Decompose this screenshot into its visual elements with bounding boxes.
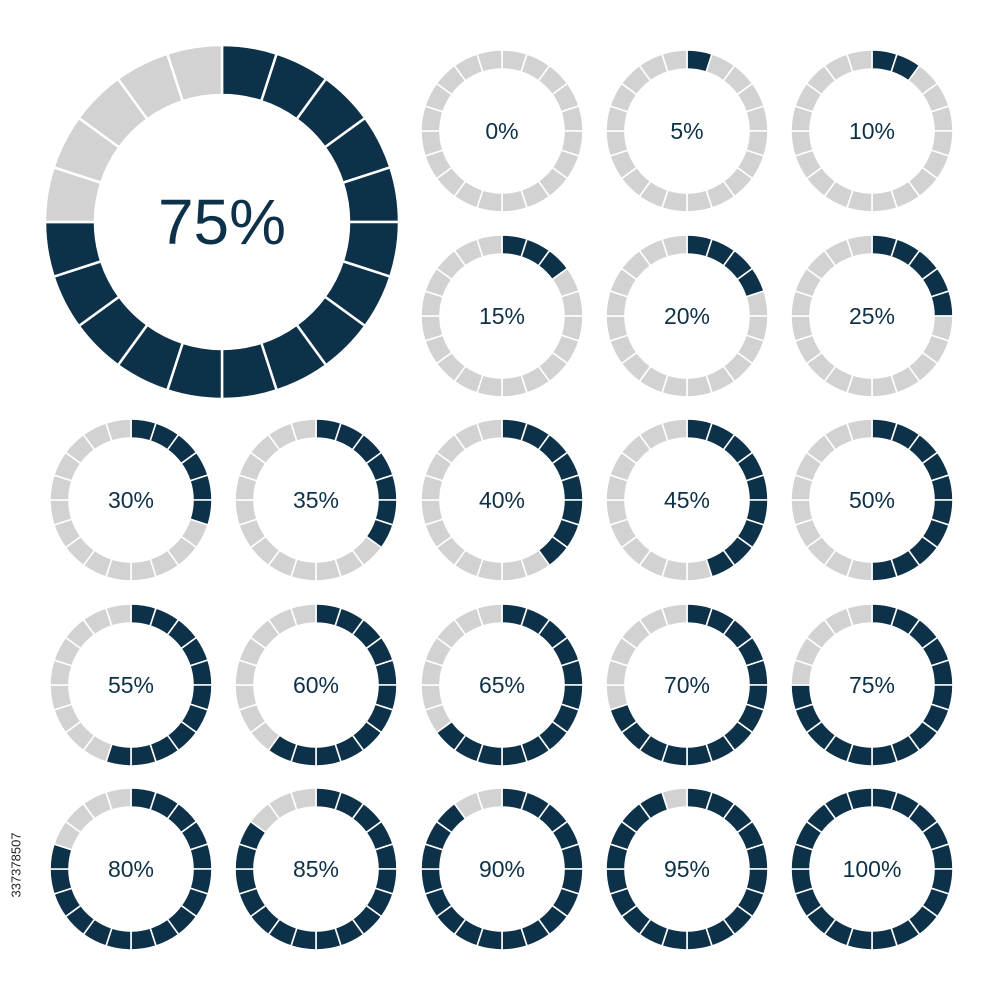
ring-segment-empty	[660, 603, 688, 628]
ring-segment-empty	[660, 787, 688, 812]
progress-ring-label: 100%	[843, 856, 902, 882]
progress-ring-45: 45%	[605, 418, 769, 582]
progress-ring-30: 30%	[49, 418, 213, 582]
progress-ring-label: 65%	[479, 672, 525, 698]
progress-ring-20: 20%	[605, 234, 769, 398]
progress-ring-label: 10%	[849, 118, 895, 144]
ring-segment-empty	[475, 49, 503, 74]
ring-segment-empty	[475, 418, 503, 443]
ring-segment-empty	[660, 418, 688, 443]
progress-ring-label: 35%	[293, 487, 339, 513]
progress-ring-70: 70%	[605, 603, 769, 767]
progress-ring-label: 60%	[293, 672, 339, 698]
progress-ring-label: 30%	[108, 487, 154, 513]
ring-segment-empty	[104, 787, 132, 812]
progress-ring-label: 90%	[479, 856, 525, 882]
progress-ring-25: 25%	[790, 234, 954, 398]
progress-ring-label: 45%	[664, 487, 710, 513]
progress-ring-label: 25%	[849, 303, 895, 329]
ring-segment-empty	[475, 603, 503, 628]
progress-ring-15: 15%	[420, 234, 584, 398]
progress-ring-95: 95%	[605, 787, 769, 951]
progress-ring-label: 5%	[670, 118, 703, 144]
ring-segment-empty	[660, 49, 688, 74]
progress-ring-5: 5%	[605, 49, 769, 213]
progress-ring-label: 75%	[849, 672, 895, 698]
progress-ring-label: 75%	[158, 186, 286, 258]
stock-image-id-text: 337378507	[8, 832, 24, 898]
progress-ring-label: 15%	[479, 303, 525, 329]
progress-ring-label: 55%	[108, 672, 154, 698]
featured-progress-ring: 75%	[43, 43, 401, 401]
progress-ring-label: 40%	[479, 487, 525, 513]
ring-segment-empty	[289, 787, 317, 812]
progress-ring-label: 50%	[849, 487, 895, 513]
progress-ring-75: 75%	[790, 603, 954, 767]
progress-ring-40: 40%	[420, 418, 584, 582]
ring-segment-empty	[845, 603, 873, 628]
progress-ring-80: 80%	[49, 787, 213, 951]
ring-segment-empty	[475, 234, 503, 259]
ring-segment-empty	[475, 787, 503, 812]
ring-segment-empty	[165, 43, 224, 103]
progress-ring-10: 10%	[790, 49, 954, 213]
progress-ring-50: 50%	[790, 418, 954, 582]
ring-segment-empty	[845, 418, 873, 443]
ring-segment-empty	[104, 418, 132, 443]
progress-ring-label: 20%	[664, 303, 710, 329]
ring-segment-empty	[289, 603, 317, 628]
progress-ring-85: 85%	[234, 787, 398, 951]
ring-segment-empty	[289, 418, 317, 443]
progress-ring-label: 70%	[664, 672, 710, 698]
progress-ring-label: 85%	[293, 856, 339, 882]
ring-segment-empty	[660, 234, 688, 259]
ring-segment-filled	[845, 787, 873, 812]
progress-ring-60: 60%	[234, 603, 398, 767]
progress-ring-label: 0%	[485, 118, 518, 144]
ring-segment-empty	[845, 49, 873, 74]
progress-ring-35: 35%	[234, 418, 398, 582]
progress-ring-55: 55%	[49, 603, 213, 767]
progress-ring-100: 100%	[790, 787, 954, 951]
progress-ring-90: 90%	[420, 787, 584, 951]
ring-segment-empty	[845, 234, 873, 259]
progress-ring-0: 0%	[420, 49, 584, 213]
ring-segment-empty	[104, 603, 132, 628]
progress-ring-label: 80%	[108, 856, 154, 882]
progress-ring-65: 65%	[420, 603, 584, 767]
stock-image-id: 337378507	[6, 765, 26, 965]
progress-ring-label: 95%	[664, 856, 710, 882]
